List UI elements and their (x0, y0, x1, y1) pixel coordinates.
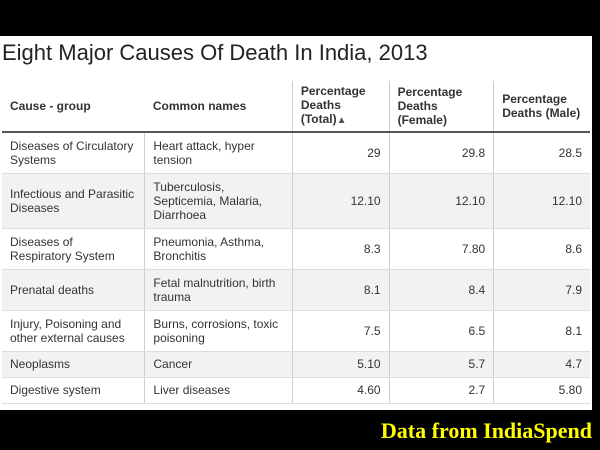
table-row: Injury, Poisoning and other external cau… (2, 310, 590, 352)
cell-percentage-female: 12.10 (388, 173, 494, 229)
cell-percentage-female: 29.8 (388, 132, 494, 174)
cell-percentage-male: 7.9 (493, 269, 590, 311)
column-header-label: Cause - group (10, 99, 91, 113)
table-row: Diseases of Respiratory System Pneumonia… (2, 228, 590, 270)
page-title: Eight Major Causes Of Death In India, 20… (2, 40, 428, 65)
cell-percentage-female: 8.4 (388, 269, 494, 311)
table-row: Infectious and Parasitic Diseases Tuberc… (2, 173, 590, 229)
cell-percentage-male: 12.10 (493, 173, 590, 229)
cell-common-names: Heart attack, hyper tension (144, 132, 293, 174)
cell-percentage-female: 5.7 (388, 351, 494, 378)
cell-common-names: Burns, corrosions, toxic poisoning (144, 310, 293, 352)
cell-percentage-total: 4.60 (291, 377, 390, 404)
cell-cause-group: Infectious and Parasitic Diseases (2, 173, 145, 229)
cell-common-names: Pneumonia, Asthma, Bronchitis (144, 228, 293, 270)
column-header-label: Percentage Deaths (Female) (397, 85, 463, 127)
source-caption: Data from IndiaSpend (380, 418, 592, 443)
causes-of-death-table: Cause - group Common names Percentage De… (2, 81, 590, 404)
column-header-percentage-female[interactable]: Percentage Deaths (Female) (388, 81, 494, 133)
cell-cause-group: Prenatal deaths (2, 269, 145, 311)
cell-cause-group: Diseases of Respiratory System (2, 228, 145, 270)
column-header-label: Common names (152, 99, 247, 113)
cell-percentage-total: 8.3 (291, 228, 390, 270)
cell-percentage-female: 6.5 (388, 310, 494, 352)
cell-percentage-male: 5.80 (493, 377, 590, 404)
cell-cause-group: Diseases of Circulatory Systems (2, 132, 145, 174)
cell-percentage-male: 8.6 (493, 228, 590, 270)
cell-percentage-male: 28.5 (493, 132, 590, 174)
column-header-common-names[interactable]: Common names (144, 81, 293, 133)
cell-common-names: Liver diseases (144, 377, 293, 404)
cell-common-names: Cancer (144, 351, 293, 378)
cell-cause-group: Neoplasms (2, 351, 145, 378)
table-row: Neoplasms Cancer 5.10 5.7 4.7 (2, 351, 590, 378)
cell-percentage-female: 7.80 (388, 228, 494, 270)
cell-cause-group: Injury, Poisoning and other external cau… (2, 310, 145, 352)
content-panel: Eight Major Causes Of Death In India, 20… (0, 36, 592, 410)
cell-common-names: Tuberculosis, Septicemia, Malaria, Diarr… (144, 173, 293, 229)
column-header-label: Percentage Deaths (Total) (300, 84, 366, 126)
cell-percentage-total: 12.10 (291, 173, 390, 229)
column-header-label: Percentage Deaths (Male) (502, 92, 581, 120)
table-header-row: Cause - group Common names Percentage De… (2, 81, 590, 133)
table-row: Prenatal deaths Fetal malnutrition, birt… (2, 269, 590, 311)
cell-percentage-female: 2.7 (388, 377, 494, 404)
cell-percentage-total: 7.5 (291, 310, 390, 352)
cell-cause-group: Digestive system (2, 377, 145, 404)
column-header-cause-group[interactable]: Cause - group (2, 81, 145, 133)
cell-common-names: Fetal malnutrition, birth trauma (144, 269, 293, 311)
table-row: Diseases of Circulatory Systems Heart at… (2, 132, 590, 174)
sort-ascending-icon: ▲ (336, 115, 347, 126)
column-header-percentage-male[interactable]: Percentage Deaths (Male) (493, 81, 590, 133)
cell-percentage-male: 8.1 (493, 310, 590, 352)
cell-percentage-total: 5.10 (291, 351, 390, 378)
cell-percentage-total: 8.1 (291, 269, 390, 311)
column-header-percentage-total[interactable]: Percentage Deaths (Total)▲ (291, 81, 390, 133)
cell-percentage-total: 29 (291, 132, 390, 174)
table-row: Digestive system Liver diseases 4.60 2.7… (2, 377, 590, 404)
cell-percentage-male: 4.7 (493, 351, 590, 378)
